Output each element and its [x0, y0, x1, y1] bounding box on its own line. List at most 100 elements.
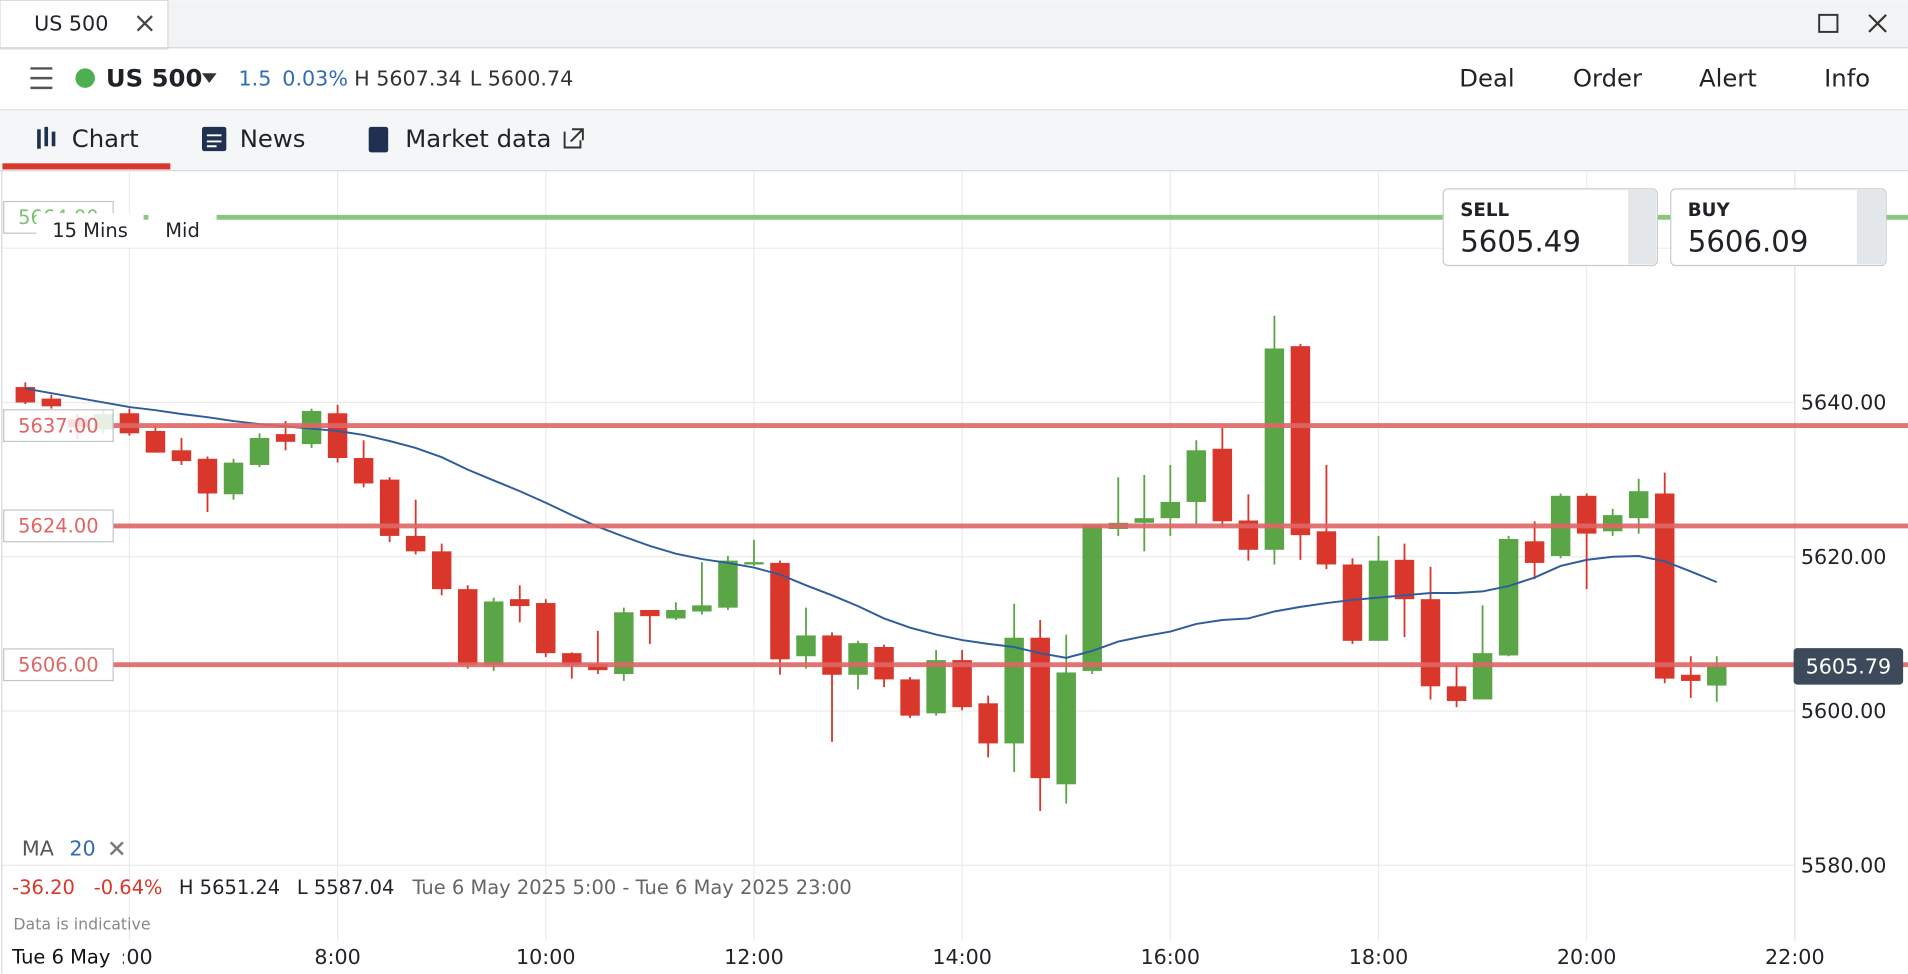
candle-body — [1056, 672, 1076, 785]
nav-tab[interactable]: Market data — [405, 124, 551, 153]
active-underline — [2, 163, 171, 170]
action-button[interactable]: Deal — [1459, 63, 1514, 92]
candle-body — [197, 458, 218, 494]
disclaimer: Data is indicative — [13, 915, 150, 934]
y-tick-label: 5600.00 — [1801, 699, 1886, 723]
ma-period: 20 — [69, 837, 95, 861]
remove-ma[interactable] — [109, 841, 124, 856]
y-tick-label: 5640.00 — [1801, 391, 1886, 415]
last-price-box — [1793, 648, 1904, 685]
level-label-box — [3, 648, 114, 682]
chart-icon — [37, 126, 56, 149]
price-type[interactable]: Mid — [165, 219, 200, 242]
candle-body — [744, 562, 764, 565]
status-dot — [75, 68, 95, 88]
action-button[interactable]: Order — [1573, 63, 1642, 92]
interval[interactable]: 15 Mins — [52, 219, 128, 242]
x-tick-label: 18:00 — [1349, 945, 1409, 969]
active-tab[interactable] — [0, 0, 169, 50]
buy-box[interactable] — [1670, 188, 1887, 267]
nav-tab[interactable]: News — [240, 124, 306, 153]
level-label: 5637.00 — [18, 414, 98, 437]
candle-body — [1264, 348, 1285, 550]
price-type-box[interactable] — [148, 213, 217, 248]
x-tick-label: 22:00 — [1765, 945, 1825, 969]
candle-body — [952, 660, 972, 708]
sell-price: 5605.49 — [1460, 225, 1581, 259]
candle-body — [510, 599, 530, 607]
plot: 6:00 8:00 10:00 12:00 14:00 16:00 18:00 20:00 22… — [2, 171, 1908, 969]
x-tick-label: 8:00 — [314, 945, 360, 969]
ma-line — [25, 387, 1718, 659]
date-label: Tue 6 May — [11, 945, 110, 968]
candle-body — [1394, 559, 1415, 600]
external-link[interactable] — [563, 128, 584, 149]
nav-tab[interactable]: Chart — [72, 124, 139, 153]
candle-body — [1290, 346, 1311, 536]
candle-body — [1602, 515, 1623, 532]
x-tick-label: 10:00 — [516, 945, 576, 969]
caret[interactable] — [201, 73, 217, 84]
period-change: -36.20 — [12, 876, 75, 899]
candle-body — [1654, 493, 1675, 679]
candle-body — [249, 437, 270, 465]
sell-box[interactable] — [1442, 188, 1658, 267]
candle-body — [327, 413, 348, 459]
candle-body — [666, 609, 686, 619]
candle-body — [1134, 518, 1155, 523]
last-price: 5605.79 — [1806, 655, 1891, 679]
menu[interactable] — [30, 67, 53, 90]
action-button[interactable]: Alert — [1699, 63, 1757, 92]
day-low: L 5600.74 — [470, 66, 574, 90]
candle-body — [223, 462, 244, 495]
interval-box[interactable] — [36, 213, 144, 248]
x-tick-label: 14:00 — [932, 945, 992, 969]
candle-body — [405, 535, 426, 552]
action-button[interactable]: Info — [1824, 63, 1870, 92]
day-high: H 5607.34 — [354, 66, 462, 90]
level-label-box — [3, 409, 114, 443]
candle-body — [1446, 686, 1467, 701]
nav-bar — [0, 109, 1908, 171]
period-low: L 5587.04 — [297, 876, 394, 899]
period-range: Tue 6 May 2025 5:00 - Tue 6 May 2025 23:… — [412, 876, 852, 899]
maximize[interactable] — [1818, 13, 1839, 33]
close-tab[interactable] — [136, 15, 153, 32]
candle-body — [1628, 491, 1649, 519]
candle-body — [848, 643, 868, 675]
buy-strip — [1856, 190, 1885, 265]
instrument[interactable]: US 500 — [106, 63, 203, 92]
level-label: 5624.00 — [18, 515, 98, 538]
change: 1.5 — [239, 66, 272, 90]
change-pct: 0.03% — [282, 66, 348, 90]
market-icon — [368, 126, 389, 153]
period-high: H 5651.24 — [179, 876, 280, 899]
candle-body — [536, 603, 556, 654]
x-tick-label: 16:00 — [1141, 945, 1201, 969]
level-label: 5606.00 — [18, 653, 98, 676]
x-tick-label: 20:00 — [1557, 945, 1617, 969]
candle-body — [692, 605, 712, 612]
candle-body — [1186, 450, 1207, 502]
candle-body — [978, 703, 998, 744]
date-box — [2, 940, 123, 974]
candle-body — [900, 679, 920, 716]
period-change-pct: -0.64% — [94, 876, 163, 899]
ma-name: MA — [22, 837, 54, 861]
candle-body — [1524, 541, 1545, 563]
candle-body — [1160, 501, 1181, 519]
candle-body — [1316, 531, 1337, 565]
candle-body — [640, 609, 660, 617]
close-window[interactable] — [1868, 14, 1887, 33]
candle-body — [822, 635, 842, 675]
y-tick-label: 5580.00 — [1801, 854, 1886, 878]
x-tick-label: 12:00 — [724, 945, 784, 969]
candle-body — [379, 479, 400, 536]
overlay: 15 Mins Mid SELL 5605.49 BUY 5606.09 MA … — [2, 188, 1887, 974]
candle-body — [1368, 560, 1389, 641]
candle-body — [457, 589, 478, 665]
sell-label: SELL — [1460, 200, 1509, 221]
candle-body — [770, 562, 790, 660]
candle-body — [1212, 448, 1233, 522]
buy-label: BUY — [1688, 200, 1731, 221]
